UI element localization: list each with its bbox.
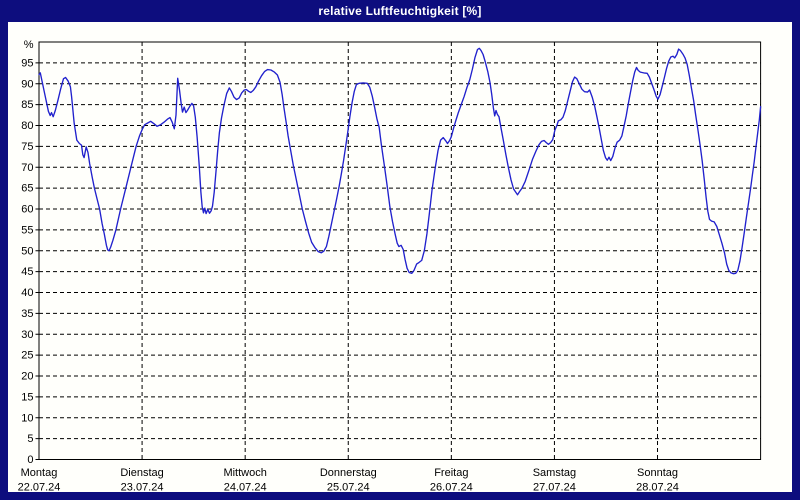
y-tick-label: 15: [21, 391, 33, 403]
x-day-label: Montag: [21, 467, 58, 479]
humidity-line-chart: 0 5 10 15 20 25 30 35 40 45 50 55 60 65 70 75 80 85 90 95% M…: [18, 39, 762, 493]
title-bar: relative Luftfeuchtigkeit [%]: [0, 0, 800, 22]
y-tick-label: 90: [21, 78, 33, 90]
y-tick-label: 65: [21, 183, 33, 195]
x-date-label: 27.07.24: [533, 482, 576, 493]
x-day-label: Samstag: [533, 467, 576, 479]
x-day-label: Dienstag: [120, 467, 163, 479]
y-tick-label: 0: [27, 454, 33, 466]
x-date-label: 25.07.24: [327, 482, 370, 493]
x-date-label: 24.07.24: [224, 482, 267, 493]
y-tick-label: 20: [21, 371, 33, 383]
humidity-series-line: [38, 47, 762, 275]
y-tick-label: 95: [21, 57, 33, 69]
x-day-label: Donnerstag: [320, 467, 377, 479]
y-tick-label: 45: [21, 266, 33, 278]
y-tick-label: 70: [21, 162, 33, 174]
y-tick-label: 30: [21, 329, 33, 341]
y-axis-unit-label: %: [24, 39, 34, 51]
x-day-label: Mittwoch: [223, 467, 266, 479]
y-tick-label: 85: [21, 99, 33, 111]
y-tick-label: 25: [21, 350, 33, 362]
x-date-label: 23.07.24: [121, 482, 164, 493]
x-date-label: 26.07.24: [430, 482, 473, 493]
x-date-label: 22.07.24: [18, 482, 61, 493]
x-date-label: 28.07.24: [636, 482, 679, 493]
y-tick-label: 50: [21, 245, 33, 257]
y-tick-label: 10: [21, 412, 33, 424]
y-tick-label: 80: [21, 120, 33, 132]
chart-title: relative Luftfeuchtigkeit [%]: [318, 4, 482, 18]
y-tick-label: 5: [27, 433, 33, 445]
y-tick-label: 75: [21, 141, 33, 153]
y-tick-label: 40: [21, 287, 33, 299]
chart-area: 0 5 10 15 20 25 30 35 40 45 50 55 60 65 70 75 80 85 90 95% M…: [8, 22, 792, 492]
x-day-label: Sonntag: [637, 467, 678, 479]
y-tick-label: 35: [21, 308, 33, 320]
y-tick-label: 60: [21, 204, 33, 216]
x-day-label: Freitag: [434, 467, 468, 479]
y-tick-label: 55: [21, 224, 33, 236]
